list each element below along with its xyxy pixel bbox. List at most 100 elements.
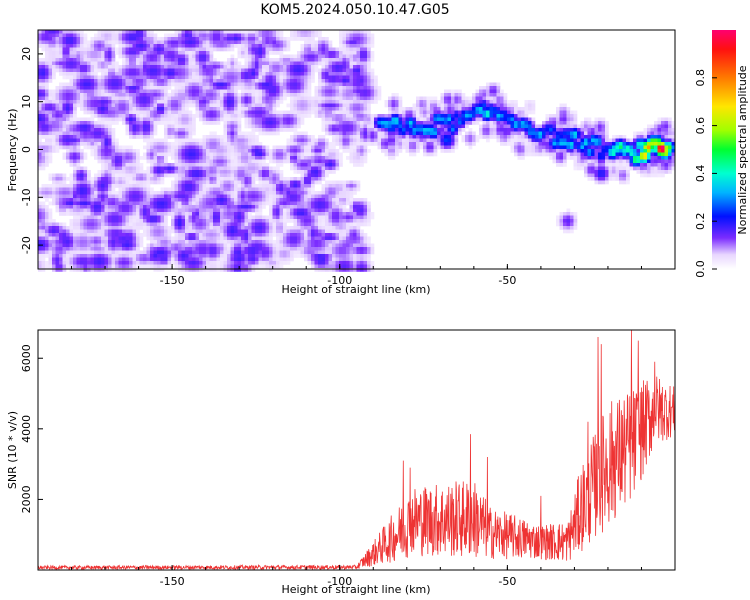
spectrogram-cell xyxy=(237,142,242,146)
spectrogram-cell xyxy=(132,37,137,41)
spectrogram-cell xyxy=(230,75,235,80)
spectrogram-cell xyxy=(241,68,245,73)
spectrogram-cell xyxy=(447,89,452,94)
spectrogram-cell xyxy=(608,159,613,164)
spectrogram-cell xyxy=(251,65,256,69)
spectrogram-cell xyxy=(111,30,116,34)
spectrogram-cell xyxy=(381,142,385,146)
spectrogram-cell xyxy=(62,75,67,80)
spectrogram-cell xyxy=(160,152,165,157)
spectrogram-cell xyxy=(552,114,557,118)
spectrogram-cell xyxy=(276,61,280,66)
spectrogram-cell xyxy=(342,124,347,129)
spectrogram-cell xyxy=(356,107,361,111)
spectrogram-cell xyxy=(202,37,207,41)
spectrogram-cell xyxy=(363,51,368,55)
spectrogram-cell xyxy=(157,142,161,146)
spectrogram-cell xyxy=(90,68,95,73)
spectrogram-cell xyxy=(237,128,242,132)
spectrogram-cell xyxy=(370,58,375,62)
spectrogram-cell xyxy=(230,30,235,34)
spectrogram-cell xyxy=(150,58,154,62)
spectrogram-cell xyxy=(664,170,669,174)
spectrogram-cell xyxy=(52,89,56,94)
spectrogram-cell xyxy=(269,110,273,115)
spectrogram-cell xyxy=(59,177,63,181)
spectrogram-cell xyxy=(335,152,340,157)
spectrogram-cell xyxy=(304,159,308,164)
spectrogram-cell xyxy=(493,93,497,97)
spectrogram-cell xyxy=(276,124,280,129)
spectrogram-cell xyxy=(339,40,343,45)
spectrogram-cell xyxy=(202,72,207,76)
spectrogram-cell xyxy=(584,163,588,167)
spectrogram-cell xyxy=(111,65,116,69)
spectrogram-cell xyxy=(325,72,329,76)
spectrogram-cell xyxy=(265,79,270,83)
spectrogram-cell xyxy=(125,75,130,80)
spectrogram-cell xyxy=(76,142,81,146)
spectrogram-cell xyxy=(230,121,235,125)
spectrogram-cell xyxy=(41,166,46,171)
spectrogram-cell xyxy=(587,142,592,146)
spectrogram-cell xyxy=(388,138,392,143)
spectrogram-cell xyxy=(661,163,665,167)
spectrogram-cell xyxy=(349,44,354,48)
spectrogram-cell xyxy=(115,166,119,171)
spectrogram-cell xyxy=(62,117,67,122)
spectrogram-cell xyxy=(223,156,228,160)
spectrogram-cell xyxy=(633,166,637,171)
spectrogram-cell xyxy=(150,33,154,38)
spectrogram-cell xyxy=(111,54,116,59)
spectrogram-cell xyxy=(286,47,291,52)
spectrogram-cell xyxy=(143,61,147,66)
spectrogram-cell xyxy=(346,149,350,153)
spectrogram-cell xyxy=(157,138,161,143)
spectrogram-cell xyxy=(272,177,277,181)
spectrogram-cell xyxy=(283,145,287,150)
spectrogram-cell xyxy=(192,138,196,143)
spectrogram-cell xyxy=(339,110,343,115)
spectrogram-cell xyxy=(255,40,259,45)
spectrogram-cell xyxy=(125,166,130,171)
spectrogram-cell xyxy=(122,173,126,178)
spectrogram-cell xyxy=(125,156,130,160)
spectrogram-cell xyxy=(206,79,210,83)
spectrogram-cell xyxy=(258,82,263,87)
spectrogram-cell xyxy=(325,121,329,125)
spectrogram-cell xyxy=(367,128,371,132)
spectrogram-cell xyxy=(286,142,291,146)
spectrogram-cell xyxy=(87,145,91,150)
spectrogram-cell xyxy=(262,131,266,136)
spectrogram-cell xyxy=(213,156,217,160)
spectrogram-cell xyxy=(265,40,270,45)
spectrogram-cell xyxy=(346,96,350,101)
spectrogram-cell xyxy=(304,61,308,66)
spectrogram-cell xyxy=(346,121,350,125)
spectrogram-cell xyxy=(563,156,567,160)
spectrogram-cell xyxy=(213,47,217,52)
spectrogram-cell xyxy=(482,128,487,132)
spectrogram-cell xyxy=(279,100,284,104)
spectrogram-cell xyxy=(650,152,655,157)
spectrogram-cell xyxy=(129,37,133,41)
spectrogram-cell xyxy=(325,47,329,52)
spectrogram-cell xyxy=(125,110,130,115)
spectrogram-cell xyxy=(160,79,165,83)
spectrogram-cell xyxy=(440,103,445,108)
spectrogram-cell xyxy=(164,44,168,48)
spectrogram-cell xyxy=(38,142,42,146)
spectrogram-cell xyxy=(321,68,326,73)
spectrogram-cell xyxy=(335,159,340,164)
spectrogram-cell xyxy=(132,54,137,59)
spectrogram-cell xyxy=(321,135,326,139)
spectrogram-cell xyxy=(104,110,109,115)
spectrogram-cell xyxy=(209,79,214,83)
spectrogram-cell xyxy=(353,37,357,41)
spectrogram-cell xyxy=(293,142,298,146)
spectrogram-cell xyxy=(524,145,529,150)
spectrogram-cell xyxy=(199,149,203,153)
spectrogram-cell xyxy=(80,135,84,139)
spectrogram-cell xyxy=(195,170,200,174)
spectrogram-cell xyxy=(76,149,81,153)
